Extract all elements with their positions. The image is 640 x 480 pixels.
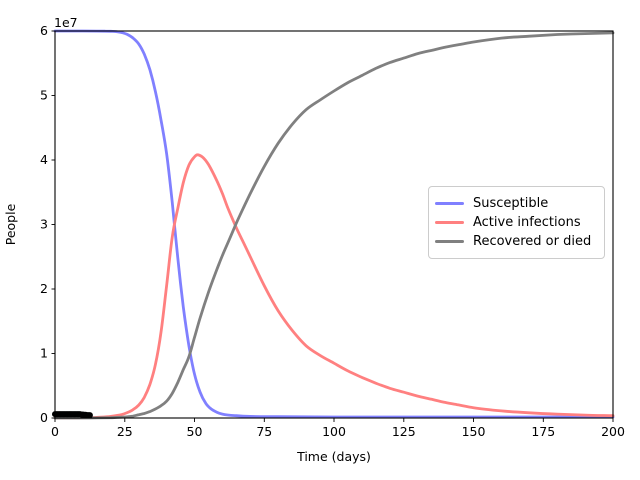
- y-tick-label: 4: [40, 152, 48, 167]
- y-axis-tick-labels: 0 1 2 3 4 5 6: [40, 23, 48, 425]
- y-tick-label: 2: [40, 281, 48, 296]
- y-tick-label: 0: [40, 410, 48, 425]
- x-axis-label: Time (days): [296, 449, 371, 464]
- legend-item-label: Active infections: [473, 215, 581, 230]
- active-infections-line-sample: [435, 221, 464, 224]
- x-axis-ticks: [54, 418, 614, 422]
- recovered-line-sample: [435, 240, 464, 243]
- legend-item-susceptible: Susceptible: [435, 194, 600, 213]
- y-offset-label: 1e7: [54, 15, 78, 30]
- x-tick-label: 150: [462, 424, 486, 439]
- susceptible-line-sample: [435, 202, 464, 205]
- x-axis-tick-labels: 0 25 50 75 100 125 150 175 200: [51, 424, 625, 439]
- legend: Susceptible Active infections Recovered …: [428, 186, 605, 259]
- legend-item-recovered-or-died: Recovered or died: [435, 232, 600, 251]
- x-tick-label: 0: [51, 424, 59, 439]
- recovered-or-died-curve: [53, 31, 615, 420]
- legend-item-active-infections: Active infections: [435, 213, 600, 232]
- observed-data-dot: [86, 412, 93, 419]
- x-tick-label: 25: [117, 424, 133, 439]
- legend-item-label: Recovered or died: [473, 234, 592, 249]
- x-tick-label: 200: [601, 424, 625, 439]
- legend-item-label: Susceptible: [473, 196, 549, 211]
- active-infections-curve: [53, 153, 615, 420]
- y-tick-label: 5: [40, 88, 48, 103]
- observed-data-points: [52, 411, 93, 419]
- y-tick-label: 3: [40, 217, 48, 232]
- x-tick-label: 50: [187, 424, 203, 439]
- y-tick-label: 1: [40, 346, 48, 361]
- y-tick-label: 6: [40, 23, 48, 38]
- x-tick-label: 100: [322, 424, 346, 439]
- y-axis-label: People: [3, 203, 18, 245]
- y-axis-ticks: [51, 30, 55, 419]
- x-tick-label: 175: [531, 424, 555, 439]
- x-tick-label: 125: [392, 424, 416, 439]
- x-tick-label: 75: [256, 424, 272, 439]
